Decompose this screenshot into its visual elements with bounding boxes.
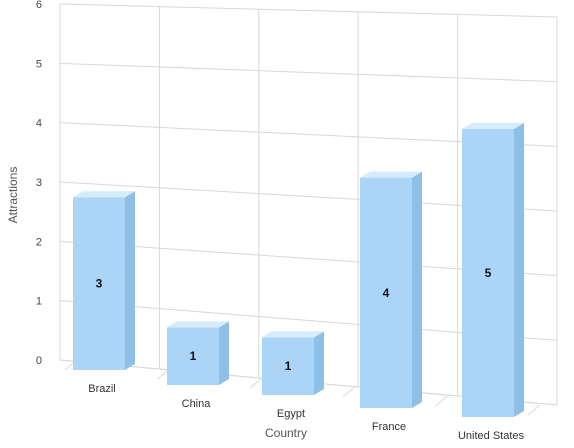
bar-side <box>514 123 524 417</box>
bar-china[interactable]: 1 <box>167 321 229 385</box>
grid-layer <box>59 3 558 416</box>
y-tick-label: 2 <box>36 236 42 248</box>
y-tick-label: 0 <box>36 355 42 367</box>
bar-top <box>167 321 229 328</box>
y-axis-ticks: 0 1 2 3 4 5 6 <box>36 0 42 367</box>
y-axis-title: Attractions <box>6 167 20 224</box>
bar-top <box>73 191 135 198</box>
floor-tick <box>435 395 448 407</box>
bar-top <box>360 171 422 178</box>
gridline-6 <box>59 3 558 18</box>
bar-brazil[interactable]: 3 <box>73 191 135 370</box>
data-label: 1 <box>190 349 197 363</box>
data-label: 3 <box>96 277 103 291</box>
x-tick-label: United States <box>458 430 525 442</box>
x-axis-categories: Brazil China Egypt France United States <box>88 383 524 442</box>
data-label: 4 <box>383 286 390 300</box>
bar-top <box>262 331 324 338</box>
data-label: 5 <box>485 266 492 280</box>
bar-side <box>125 191 135 370</box>
bar-front <box>262 337 314 395</box>
x-tick-label: Brazil <box>88 383 116 395</box>
x-tick-label: China <box>182 398 212 410</box>
bar-front <box>462 129 514 417</box>
y-tick-label: 3 <box>36 177 42 189</box>
y-tick-label: 6 <box>36 0 42 11</box>
x-axis-title: Country <box>265 426 307 440</box>
floor-tick <box>527 404 541 416</box>
bar-layer: 3 1 1 4 5 <box>73 123 524 417</box>
bar-united-states[interactable]: 5 <box>462 123 524 417</box>
floor-tick <box>342 386 356 398</box>
y-tick-label: 4 <box>36 118 42 130</box>
bar-side <box>412 171 422 408</box>
y-tick-label: 1 <box>36 296 42 308</box>
bar-side <box>314 331 324 395</box>
x-tick-label: France <box>372 421 406 433</box>
bar-front <box>360 177 412 408</box>
y-tick-label: 5 <box>36 58 42 70</box>
bar-front <box>73 197 125 370</box>
bar-top <box>462 123 524 129</box>
gridline-5 <box>59 62 558 83</box>
bar-france[interactable]: 4 <box>360 171 422 408</box>
floor-tick <box>249 377 263 389</box>
bar-front <box>167 327 219 385</box>
bar-side <box>219 321 229 385</box>
bar-egypt[interactable]: 1 <box>262 331 324 395</box>
data-label: 1 <box>285 359 292 373</box>
x-tick-label: Egypt <box>277 408 305 420</box>
